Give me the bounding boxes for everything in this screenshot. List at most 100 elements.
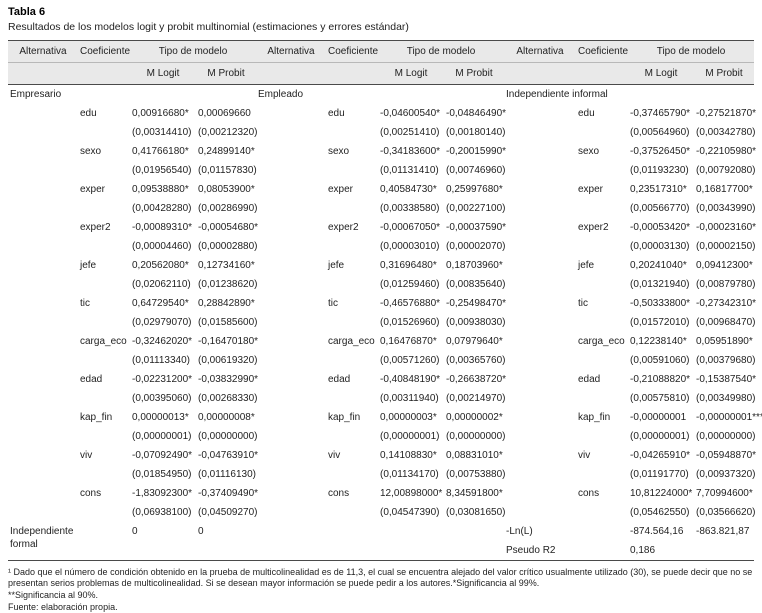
variable-name: sexo xyxy=(578,146,600,157)
logit-std-error: (0,01134170) xyxy=(380,469,439,480)
empty-cell xyxy=(130,85,196,105)
empty-cell xyxy=(504,275,576,294)
coefficient-row: exper2 -0,00089310* -0,00054680* exper2 -0,0… xyxy=(8,218,756,237)
empty-cell xyxy=(378,85,444,105)
logit-std-error: (0,00004460) xyxy=(132,241,192,252)
std-error-row: (0,01854950) (0,01116130) (0,01134170) (0,0… xyxy=(8,465,756,484)
probit-std-error: (0,00286990) xyxy=(198,203,258,214)
logit-coefficient: -1,83092300* xyxy=(132,488,193,499)
empty-cell xyxy=(78,351,130,370)
empty-cell xyxy=(504,237,576,256)
logit-std-error: (0,01526960) xyxy=(380,317,440,328)
empty-cell xyxy=(196,541,256,561)
logit-coefficient: -0,46576880* xyxy=(380,298,441,309)
logit-std-error: (0,01854950) xyxy=(132,469,192,480)
probit-std-error: (0,00212320) xyxy=(198,127,258,138)
probit-std-error: (0,00619320) xyxy=(198,355,258,366)
empty-cell xyxy=(8,351,78,370)
header-row-2: M Logit M Probit M Logit M Probit M Logi… xyxy=(8,62,754,85)
empty-cell xyxy=(78,541,130,561)
probit-coefficient: 0,00069660 xyxy=(198,108,251,119)
coefficient-row: carga_eco -0,32462020* -0,16470180* carga_e… xyxy=(8,332,754,351)
std-error-row: (0,01113340) (0,00619320) (0,00571260) (0,0… xyxy=(8,351,756,370)
empty-cell xyxy=(576,427,628,446)
variable-name: exper2 xyxy=(578,222,609,233)
empty-cell xyxy=(78,389,130,408)
base-logit-value: 0 xyxy=(132,526,138,537)
empty-cell xyxy=(78,503,130,522)
empty-cell xyxy=(8,370,78,389)
empty-cell xyxy=(504,389,576,408)
empty-cell xyxy=(326,465,378,484)
empty-cell xyxy=(256,218,326,237)
logit-std-error: (0,00591060) xyxy=(630,355,690,366)
empty-cell xyxy=(504,351,576,370)
logit-std-error: (0,01131410) xyxy=(380,165,439,176)
header-spacer xyxy=(576,62,628,85)
empty-cell xyxy=(256,104,326,123)
empty-cell xyxy=(8,389,78,408)
probit-coefficient: -0,37409490* xyxy=(198,488,259,499)
probit-std-error: (0,00227100) xyxy=(446,203,506,214)
footnote-multicollinearity: ¹ Dado que el número de condición obteni… xyxy=(8,567,753,588)
empty-cell xyxy=(504,161,576,180)
variable-name: edad xyxy=(328,374,351,385)
logit-std-error: (0,01191770) xyxy=(630,469,689,480)
header-alternativa-3: Alternativa xyxy=(504,40,576,63)
header-spacer xyxy=(8,62,78,85)
probit-coefficient: 7,70994600* xyxy=(696,488,753,499)
empty-cell xyxy=(504,180,576,199)
logit-std-error: (0,00395060) xyxy=(132,393,192,404)
empty-cell xyxy=(256,237,326,256)
empty-cell xyxy=(8,180,78,199)
footnotes: ¹ Dado que el número de condición obteni… xyxy=(8,567,754,613)
table-number: Tabla 6 xyxy=(8,6,46,18)
probit-coefficient: -0,15387540* xyxy=(696,374,757,385)
logit-coefficient: -0,50333800* xyxy=(630,298,691,309)
coefficient-row: kap_fin 0,00000013* 0,00000008* kap_fin 0,00… xyxy=(8,408,762,427)
empty-cell xyxy=(576,237,628,256)
probit-std-error: (0,00002880) xyxy=(198,241,258,252)
probit-std-error: (0,03081650) xyxy=(446,507,506,518)
empty-cell xyxy=(8,256,78,275)
header-spacer xyxy=(78,62,130,85)
logit-coefficient: -0,37526450* xyxy=(630,146,691,157)
empty-cell xyxy=(576,313,628,332)
logit-std-error: (0,00571260) xyxy=(380,355,440,366)
empty-cell xyxy=(576,503,628,522)
probit-coefficient: -0,16470180* xyxy=(198,336,259,347)
variable-name: carga_eco xyxy=(328,336,375,347)
empty-cell xyxy=(504,218,576,237)
empty-cell xyxy=(326,522,378,541)
probit-coefficient: -0,20015990* xyxy=(446,146,507,157)
logit-std-error: (0,05462550) xyxy=(630,507,690,518)
probit-std-error: (0,01116130) xyxy=(198,469,257,480)
probit-std-error: (0,03566620) xyxy=(696,507,756,518)
variable-name: cons xyxy=(328,488,350,499)
variable-name: exper2 xyxy=(328,222,359,233)
coefficient-row: edad -0,02231200* -0,03832990* edad -0,40848… xyxy=(8,370,757,389)
base-category-label: Independiente formal xyxy=(10,526,74,550)
logit-coefficient: 0,00000013* xyxy=(132,412,189,423)
probit-std-error: (0,00937320) xyxy=(696,469,756,480)
header-coeficiente-3: Coeficiente xyxy=(576,40,628,63)
empty-cell xyxy=(694,85,754,105)
empty-cell xyxy=(504,142,576,161)
empty-cell xyxy=(78,427,130,446)
empty-cell xyxy=(576,522,628,541)
table-caption: Resultados de los modelos logit y probit… xyxy=(8,21,409,33)
probit-coefficient: 0,00000008* xyxy=(198,412,255,423)
empty-cell xyxy=(326,199,378,218)
empty-cell xyxy=(256,446,326,465)
probit-std-error: (0,00379680) xyxy=(696,355,756,366)
logit-coefficient: 0,23517310* xyxy=(630,184,687,195)
empty-cell xyxy=(504,332,576,351)
variable-name: jefe xyxy=(80,260,97,271)
header-tipo-modelo-2: Tipo de modelo xyxy=(378,40,504,63)
probit-coefficient: 0,09412300* xyxy=(696,260,753,271)
empty-cell xyxy=(8,484,78,503)
empty-cell xyxy=(378,541,444,561)
variable-name: carga_eco xyxy=(578,336,625,347)
variable-name: cons xyxy=(578,488,600,499)
probit-coefficient: -0,25498470* xyxy=(446,298,507,309)
